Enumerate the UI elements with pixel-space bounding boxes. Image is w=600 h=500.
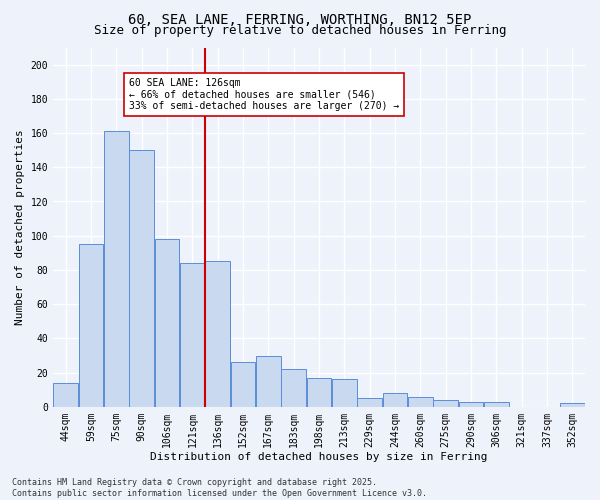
Bar [155, 239, 179, 407]
Text: 60 SEA LANE: 126sqm
← 66% of detached houses are smaller (546)
33% of semi-detac: 60 SEA LANE: 126sqm ← 66% of detached ho… [129, 78, 399, 112]
Bar [281, 369, 306, 407]
Bar [130, 150, 154, 407]
Bar [408, 396, 433, 407]
Text: 60, SEA LANE, FERRING, WORTHING, BN12 5EP: 60, SEA LANE, FERRING, WORTHING, BN12 5E… [128, 12, 472, 26]
Bar [231, 362, 256, 407]
Bar [104, 132, 128, 407]
Bar [484, 402, 509, 407]
Bar [358, 398, 382, 407]
Y-axis label: Number of detached properties: Number of detached properties [15, 130, 25, 325]
Bar [433, 400, 458, 407]
Bar [180, 263, 205, 407]
Text: Contains HM Land Registry data © Crown copyright and database right 2025.
Contai: Contains HM Land Registry data © Crown c… [12, 478, 427, 498]
Bar [256, 356, 281, 407]
Bar [53, 383, 78, 407]
Bar [79, 244, 103, 407]
Bar [205, 262, 230, 407]
Text: Size of property relative to detached houses in Ferring: Size of property relative to detached ho… [94, 24, 506, 37]
Bar [560, 404, 584, 407]
Bar [383, 393, 407, 407]
Bar [307, 378, 331, 407]
Bar [332, 380, 356, 407]
X-axis label: Distribution of detached houses by size in Ferring: Distribution of detached houses by size … [150, 452, 488, 462]
Bar [459, 402, 483, 407]
